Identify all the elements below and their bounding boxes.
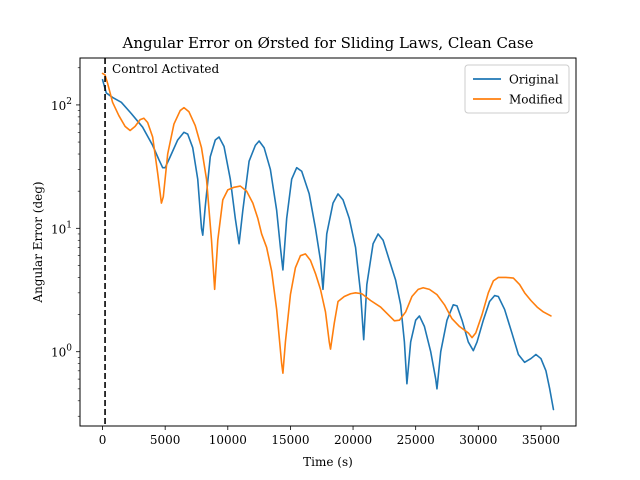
- legend-label-original: Original: [509, 73, 559, 87]
- x-tick-label: 15000: [271, 433, 309, 447]
- y-tick-label: 102: [51, 97, 72, 113]
- axes-layer: 0 5000 10000 15000 20000 25000 30000 35000 100 10…: [51, 57, 577, 447]
- y-tick-label: 101: [51, 220, 72, 236]
- y-axis-title: Angular Error (deg): [31, 181, 45, 303]
- legend: Original Modified: [464, 64, 570, 114]
- x-tick-label: 35000: [522, 433, 560, 447]
- control-activated-label: Control Activated: [112, 62, 219, 76]
- y-tick-label: 100: [51, 344, 72, 360]
- legend-label-modified: Modified: [509, 93, 563, 107]
- series-line-modified: [101, 72, 552, 374]
- series-line-original: [101, 78, 555, 411]
- series-group: [101, 72, 555, 411]
- x-tick-label: 10000: [209, 433, 247, 447]
- x-axis-title: Time (s): [303, 455, 353, 469]
- chart-title: Angular Error on Ørsted for Sliding Laws…: [122, 34, 534, 52]
- plot-layer: Control Activated: [101, 58, 555, 426]
- legend-box: [464, 64, 570, 114]
- x-tick-label: 20000: [334, 433, 372, 447]
- x-tick-label: 5000: [150, 433, 181, 447]
- x-tick-label: 30000: [459, 433, 497, 447]
- x-tick-label: 25000: [397, 433, 435, 447]
- plot-frame: [79, 57, 577, 427]
- x-tick-label: 0: [99, 433, 107, 447]
